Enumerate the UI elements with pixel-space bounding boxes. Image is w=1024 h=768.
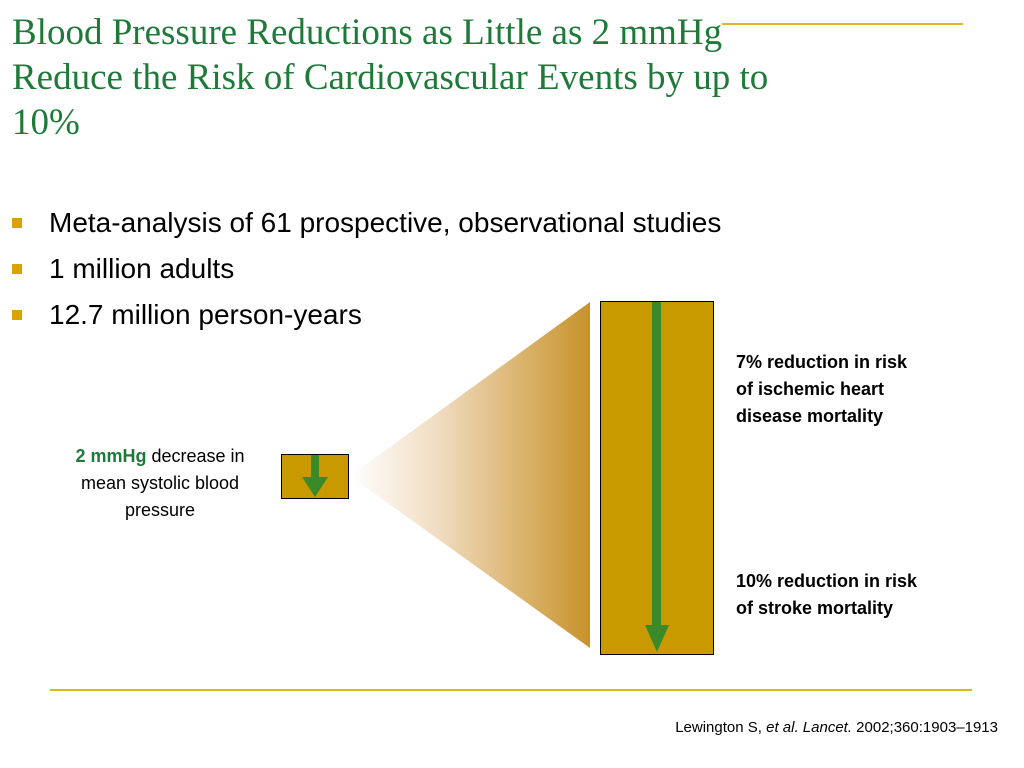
magnification-cone [350, 302, 590, 648]
bullet-text: 1 million adults [49, 253, 235, 284]
stroke-effect-label: 10% reduction in risk of stroke mortalit… [736, 568, 976, 622]
title-line-2: Reduce the Risk of Cardiovascular Events… [12, 57, 769, 98]
citation-journal: et al. Lancet. [766, 719, 853, 736]
bullet-item: Meta-analysis of 61 prospective, observa… [12, 200, 721, 246]
ihd-effect-line: of ischemic heart [736, 379, 885, 399]
input-change-label: 2 mmHg decrease in mean systolic blood p… [40, 443, 280, 524]
effect-magnitude-box [600, 301, 714, 655]
square-bullet-icon [12, 310, 22, 320]
bullet-list: Meta-analysis of 61 prospective, observa… [12, 200, 721, 338]
slide-title: Blood Pressure Reductions as Little as 2… [12, 10, 962, 145]
input-change-emphasis: 2 mmHg [75, 446, 147, 466]
bullet-item: 1 million adults [12, 246, 721, 292]
title-line-1: Blood Pressure Reductions as Little as 2… [12, 12, 723, 53]
square-bullet-icon [12, 218, 22, 228]
citation-details: 2002;360:1903–1913 [852, 719, 998, 736]
citation-authors: Lewington S, [675, 719, 767, 736]
bullet-text: 12.7 million person-years [49, 299, 362, 330]
ihd-effect-line: 7% reduction in risk [736, 352, 908, 372]
input-change-text: pressure [124, 500, 196, 520]
ihd-effect-line: disease mortality [736, 406, 884, 426]
input-change-text: mean systolic blood [80, 473, 240, 493]
input-change-text: decrease in [146, 446, 245, 466]
small-down-arrow-icon [302, 455, 328, 497]
stroke-effect-line: 10% reduction in risk [736, 571, 918, 591]
input-change-box [281, 454, 349, 499]
ihd-effect-label: 7% reduction in risk of ischemic heart d… [736, 349, 966, 430]
bullet-item: 12.7 million person-years [12, 292, 721, 338]
footer-rule [50, 689, 972, 691]
title-line-3: 10% [12, 102, 80, 143]
square-bullet-icon [12, 264, 22, 274]
large-down-arrow-icon [645, 302, 669, 652]
citation: Lewington S, et al. Lancet. 2002;360:190… [675, 719, 998, 736]
stroke-effect-line: of stroke mortality [736, 598, 894, 618]
bullet-text: Meta-analysis of 61 prospective, observa… [49, 207, 722, 238]
